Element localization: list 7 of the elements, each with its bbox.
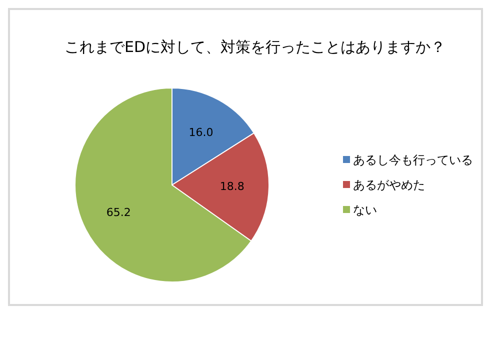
legend-label: あるがやめた: [353, 178, 425, 192]
data-label: 65.2: [106, 206, 131, 220]
chart-title: これまでEDに対して、対策を行ったことはありますか？: [64, 38, 446, 56]
data-label: 16.0: [188, 126, 214, 139]
legend-label: ない: [353, 203, 377, 217]
data-label: 18.8: [220, 180, 244, 194]
legend-label: あるし今も行っている: [353, 153, 473, 167]
